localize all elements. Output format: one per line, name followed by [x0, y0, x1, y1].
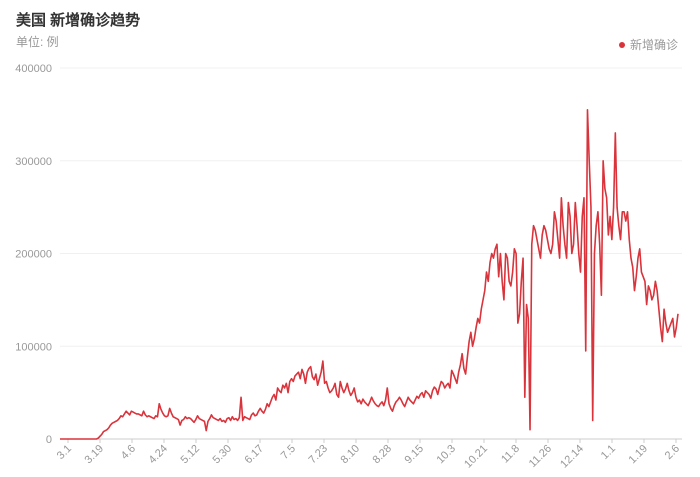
y-tick-label-4: 400000 [15, 63, 52, 75]
x-tick-label-17: 1.1 [599, 443, 618, 462]
x-tick-label-4: 5.12 [178, 443, 202, 467]
x-tick-label-3: 4.24 [146, 443, 170, 467]
x-tick-label-19: 2.6 [663, 443, 682, 462]
x-tick-label-13: 10.21 [462, 443, 490, 471]
y-tick-label-0: 0 [46, 434, 52, 446]
x-tick-label-15: 11.26 [527, 443, 554, 470]
x-tick-label-5: 5.30 [210, 443, 234, 467]
legend[interactable]: 新增确诊 [618, 36, 678, 53]
x-tick-label-14: 11.8 [499, 443, 522, 466]
x-tick-label-10: 8.28 [370, 443, 394, 467]
x-tick-label-8: 7.23 [306, 443, 330, 467]
legend-label: 新增确诊 [629, 38, 678, 52]
y-tick-label-2: 200000 [15, 249, 52, 261]
y-tick-label-1: 100000 [15, 341, 52, 353]
y-tick-label-3: 300000 [15, 156, 52, 168]
x-tick-label-2: 4.6 [119, 443, 138, 462]
x-tick-label-12: 10.3 [434, 443, 458, 467]
x-tick-label-9: 8.10 [338, 443, 362, 467]
series-line-0[interactable] [60, 108, 679, 440]
x-tick-label-7: 7.5 [279, 443, 298, 462]
x-tick-label-16: 12.14 [558, 443, 586, 471]
series-layer [60, 108, 679, 440]
x-tick-label-6: 6.17 [242, 443, 266, 467]
y-axis: 0 100000 200000 300000 400000 [15, 63, 52, 446]
chart-unit-label: 单位: 例 [16, 35, 59, 49]
legend-dot-icon [618, 41, 625, 48]
x-tick-label-18: 1.19 [626, 443, 650, 467]
x-tick-label-0: 3.1 [55, 443, 74, 462]
chart-title: 美国 新增确诊趋势 [16, 12, 141, 29]
x-tick-label-1: 3.19 [82, 443, 106, 467]
x-tick-label-11: 9.15 [402, 443, 426, 467]
x-axis: 3.1 3.19 4.6 4.24 5.12 5.30 6.17 7.5 7.23 8.10 8.2… [55, 439, 682, 471]
